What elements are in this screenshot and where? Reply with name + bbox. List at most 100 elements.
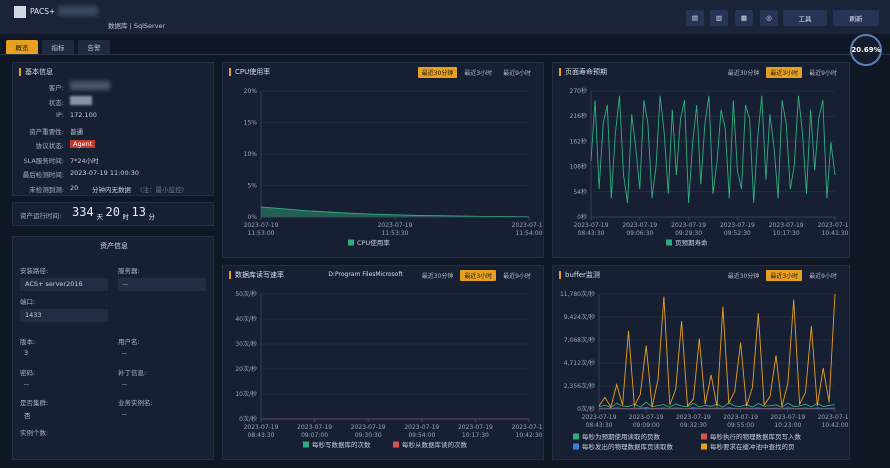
x-tick-label: 2023-07-19 09:32:30 [676,414,711,429]
uptime-panel [12,202,214,226]
range-buttons: 最近30分钟 最近3小时 最近9小时 [724,67,841,78]
subtitle: 数据库 | SqlServer [108,22,166,30]
field-label: 客户: [48,84,64,92]
y-tick-label: 9,424次/秒 [564,313,595,321]
y-tick-label: 50次/秒 [235,290,257,298]
blur [58,6,98,16]
field-label: 协议状态: [35,142,64,150]
range-button[interactable]: 最近30分钟 [417,67,458,78]
refresh-button[interactable]: 刷新 [833,10,879,26]
legend-swatch [348,239,354,246]
chart: 0次/秒 10次/秒 20次/秒 30次/秒 40次/秒 50次/秒 2023-07-19 0… [235,290,543,449]
range-button[interactable]: 最近3小时 [766,270,803,281]
range-button[interactable]: 最近30分钟 [727,273,760,280]
chart: 0秒 54秒 108秒 162秒 216秒 270秒 2023-07-19 08:43:30 2… [570,87,849,247]
range-buttons: 最近30分钟 最近3小时 最近9小时 [417,67,535,78]
field-label: 安装路径: [20,267,49,275]
blur [70,81,110,90]
y-tick-label: 0次/秒 [577,405,595,413]
icon-button[interactable]: ▤ [686,10,704,26]
x-tick-label: 2023-07-19 08:43:30 [582,414,617,429]
range-button[interactable]: 最近9小时 [503,70,531,77]
y-tick-label: 10次/秒 [235,390,257,398]
tool-button[interactable]: 工具 [783,10,827,26]
range-button[interactable]: 最近9小时 [809,273,837,280]
field-value: -- [122,349,127,357]
field-note: (注：最小监控) [140,185,185,194]
legend-label: 每秒发出的物理数据库页读取数 [582,442,674,451]
legend-label: 每秒写数据库的次数 [312,440,371,449]
uptime-label: 资产运行时间: [20,212,62,220]
range-button[interactable]: 最近30分钟 [727,70,760,77]
logo [14,6,26,18]
x-tick-label: 2023-07-19 09:29:30 [671,222,706,237]
chart-panel: buffer监测 最近30分钟 最近3小时 最近9小时 0次/秒 2,356次/秒 4,71… [552,265,850,460]
asset-title: PACS+ [30,7,56,16]
legend-swatch [701,433,707,440]
legend-swatch [303,441,309,448]
y-tick-label: 4,712次/秒 [564,359,595,367]
x-tick-label: 2023-07-19 10:17:30 [458,424,493,439]
line [260,206,530,218]
x-tick-label: 2023-07-19 11:53:00 [244,222,279,237]
y-tick-label: 7,068次/秒 [564,336,595,344]
x-tick-label: 2023-07-19 08:43:30 [244,424,279,439]
y-tick-label: 216秒 [570,112,587,120]
chart-title: 数据库读写速率 [229,271,284,279]
chart: 0% 5% 10% 15% 20% 2023-07-19 11:53:00 2023-07-1… [244,88,543,247]
tab[interactable]: 概览 [6,40,38,54]
legend-label: 每秒从数据库读的次数 [402,440,468,449]
range-button[interactable]: 最近9小时 [503,273,531,280]
y-tick-label: 11,780次/秒 [560,290,595,298]
x-tick-label: 2023-07-19 09:54:00 [404,424,439,439]
field-value: 1433 [20,309,108,322]
legend-swatch [701,443,707,450]
legend-label: 页预期寿命 [675,238,708,247]
legend-swatch [573,443,579,450]
uptime-unit: 天 [96,213,104,221]
field-label: 状态: [48,98,64,107]
x-tick-label: 2023-07-19 09:07:00 [297,424,332,439]
chart-panel: 数据库读写速率 D:Program FilesMicrosoft 最近30分钟 最近3… [222,265,544,460]
panel-title: 基本信息 [19,68,53,76]
tab[interactable]: 告警 [78,40,110,54]
legend-label: 每秒要求在缓冲池中查找的页 [710,442,795,451]
x-tick-label: 2023-07-19 10:23:00 [770,414,805,429]
y-tick-label: 108秒 [570,163,587,171]
legend-swatch [393,441,399,448]
x-tick-label: 2023-07-19 09:30:30 [351,424,386,439]
field-value: -- [118,278,206,291]
divider [0,54,890,55]
field-label: 是否集群: [20,399,49,407]
range-button[interactable]: 最近3小时 [766,67,803,78]
legend-label: CPU使用率 [357,238,390,247]
x-tick-label: 2023-07-19 09:09:00 [629,414,664,429]
icon-button[interactable]: ▦ [735,10,753,26]
chart-panel: 页面寿命预期 最近30分钟 最近3小时 最近9小时 0秒 54秒 108秒 162秒 216秒 2… [552,62,850,258]
range-button[interactable]: 最近3小时 [464,70,493,77]
y-tick-label: 20% [244,88,258,95]
dropdown[interactable]: D:Program FilesMicrosoft [328,271,403,278]
line [590,95,836,204]
legend-swatch [666,239,672,246]
icon-button[interactable]: ◎ [760,10,778,26]
y-tick-label: 15% [244,120,258,127]
x-tick-label: 2023-07-19 10:41:30 [818,222,849,237]
field-value: 否 [24,412,31,420]
range-button[interactable]: 最近3小时 [460,270,497,281]
field-label: 业务实例名: [118,399,153,407]
legend-label: 每秒执行的物理数据库页写入数 [710,432,802,441]
range-button[interactable]: 最近30分钟 [421,273,454,280]
y-tick-label: 270秒 [570,87,587,95]
range-button[interactable]: 最近9小时 [809,70,837,77]
range-buttons: 最近30分钟 最近3小时 最近9小时 [724,270,841,281]
field-label: 用户名: [118,338,140,346]
tab[interactable]: 指标 [42,40,74,54]
field-label: 端口: [20,298,36,306]
field-value: 3 [24,349,29,357]
icon-button[interactable]: ▥ [710,10,728,26]
y-tick-label: 2,356次/秒 [564,382,595,390]
field-value: 20 [70,183,79,192]
field-label: 实例个数: [20,429,49,437]
